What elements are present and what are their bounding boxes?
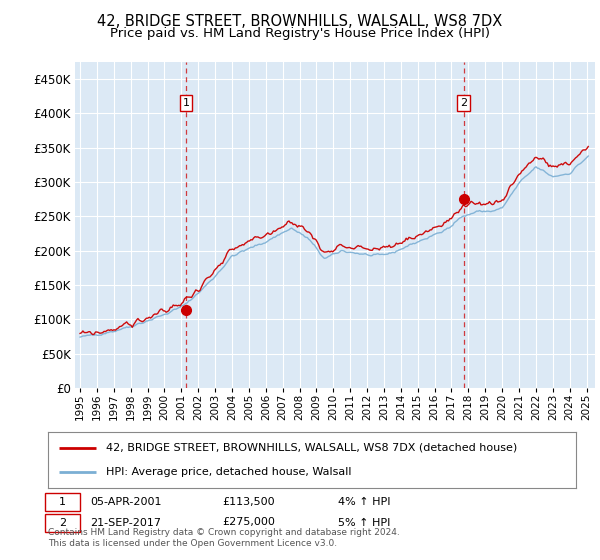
Text: 5% ↑ HPI: 5% ↑ HPI <box>338 517 391 528</box>
Text: 2: 2 <box>460 98 467 108</box>
Text: 4% ↑ HPI: 4% ↑ HPI <box>338 497 391 507</box>
Text: Price paid vs. HM Land Registry's House Price Index (HPI): Price paid vs. HM Land Registry's House … <box>110 27 490 40</box>
Text: 1: 1 <box>182 98 190 108</box>
Text: Contains HM Land Registry data © Crown copyright and database right 2024.
This d: Contains HM Land Registry data © Crown c… <box>48 528 400 548</box>
Text: £275,000: £275,000 <box>222 517 275 528</box>
Text: £113,500: £113,500 <box>222 497 275 507</box>
Text: 42, BRIDGE STREET, BROWNHILLS, WALSALL, WS8 7DX (detached house): 42, BRIDGE STREET, BROWNHILLS, WALSALL, … <box>106 442 517 452</box>
Text: 2: 2 <box>59 517 67 528</box>
Text: 42, BRIDGE STREET, BROWNHILLS, WALSALL, WS8 7DX: 42, BRIDGE STREET, BROWNHILLS, WALSALL, … <box>97 14 503 29</box>
Text: 1: 1 <box>59 497 66 507</box>
Text: 05-APR-2001: 05-APR-2001 <box>90 497 162 507</box>
FancyBboxPatch shape <box>46 514 80 531</box>
Text: HPI: Average price, detached house, Walsall: HPI: Average price, detached house, Wals… <box>106 467 352 477</box>
FancyBboxPatch shape <box>46 493 80 511</box>
Text: 21-SEP-2017: 21-SEP-2017 <box>90 517 161 528</box>
